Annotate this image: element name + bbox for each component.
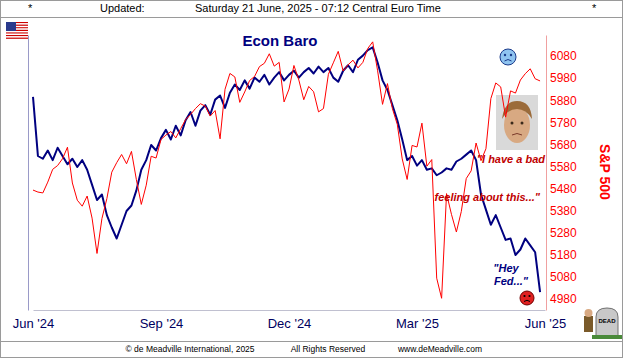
header-text: *: [592, 2, 597, 14]
x-tick: Jun '25: [525, 310, 567, 331]
y2-tick-label: 5780: [550, 116, 577, 130]
header-text: *: [28, 2, 33, 14]
y2-tick: 5280: [546, 226, 577, 240]
flag-canton: [6, 22, 16, 31]
header-rule: [0, 17, 623, 18]
footer-text: www.deMeadville.com: [397, 344, 482, 354]
annotation-text: feeling about this...": [435, 191, 541, 203]
face-circle: [520, 291, 534, 305]
header-text: Saturday 21 June, 2025 - 07:12 Central E…: [195, 2, 441, 14]
footer-rule: [0, 341, 623, 342]
x-tick-label: Sep '24: [140, 316, 184, 331]
x-tick: Mar '25: [396, 310, 439, 331]
y2-tick-label: 5080: [550, 270, 577, 284]
y2-tick-label: 5180: [550, 248, 577, 262]
flag-stripe: [6, 38, 28, 39]
flag-stripe: [6, 32, 28, 33]
y2-tick-label: 4980: [550, 292, 577, 306]
series-line: [33, 42, 540, 298]
y-axis-line: [28, 36, 29, 311]
face-mouth: [524, 300, 530, 301]
x-axis: Jun '24 Sep '24 Dec '24 Mar '25 Jun '25: [13, 310, 567, 331]
x-tick-label: Jun '25: [525, 316, 567, 331]
x-tick-label: Jun '24: [13, 316, 55, 331]
face-eye: [523, 295, 525, 297]
y2-tick: 4980: [546, 292, 577, 306]
flag-icon: [6, 22, 28, 40]
y2-axis-line: [546, 36, 547, 311]
plot-area: [33, 42, 540, 298]
chart-svg: * Updated: Saturday 21 June, 2025 - 07:12 …: [0, 0, 623, 358]
y2-tick: 5180: [546, 248, 577, 262]
y2-tick-label: 5380: [550, 204, 577, 218]
y2-tick: 5380: [546, 204, 577, 218]
chart-title: Econ Baro: [242, 32, 317, 49]
y2-tick-label: 5480: [550, 182, 577, 196]
footer-text: © de Meadville International, 2025: [125, 344, 254, 354]
y2-tick: 5480: [546, 182, 577, 196]
x-tick: Sep '24: [140, 310, 184, 331]
annotation-text: "I have a bad: [477, 153, 545, 165]
y2-tick-label: 5580: [550, 160, 577, 174]
annotation-text: Fed...": [494, 275, 529, 287]
y2-tick: 6080: [546, 49, 577, 63]
red-face-icon: [520, 291, 534, 305]
tombstone-text: DEAD: [598, 318, 616, 324]
y2-tick-label: 5680: [550, 138, 577, 152]
face-eye: [528, 295, 530, 297]
y2-tick: 5680: [546, 138, 577, 152]
face-eye: [504, 54, 506, 56]
chart-container: * Updated: Saturday 21 June, 2025 - 07:12 …: [0, 0, 623, 358]
figure-body: [584, 316, 593, 332]
y2-tick: 5780: [546, 116, 577, 130]
portrait-eye: [511, 122, 514, 125]
y2-tick: 5880: [546, 94, 577, 108]
x-tick: Dec '24: [268, 310, 312, 331]
tombstone-shape: [596, 308, 618, 336]
flag-stripe: [6, 34, 28, 35]
header-text: Updated:: [100, 2, 145, 14]
background: [0, 0, 623, 358]
y2-tick: 5980: [546, 71, 577, 85]
y2-tick-label: 5280: [550, 226, 577, 240]
portrait-eye: [521, 122, 524, 125]
x-tick-label: Mar '25: [396, 316, 439, 331]
y2-tick-label: 6080: [550, 49, 577, 63]
y2-axis: 4980 5080 5180 5280 5380 5480 5580 5680 5780 5880…: [546, 36, 577, 311]
y2-axis-title: S&P 500: [597, 144, 613, 200]
tombstone-icon: [596, 308, 618, 336]
y-axis: [28, 36, 29, 311]
annotation-text: "Hey: [493, 262, 519, 274]
figure-icon: [584, 309, 593, 332]
x-axis-line: [34, 310, 546, 311]
footer-text: All Rights Reserved: [291, 344, 366, 354]
y2-tick-label: 5880: [550, 94, 577, 108]
face-circle: [500, 49, 516, 65]
outer-frame: [1, 1, 623, 358]
y2-tick: 5080: [546, 270, 577, 284]
portrait-icon: [496, 95, 538, 150]
y2-tick: 5580: [546, 160, 577, 174]
flag-stripe: [6, 35, 28, 36]
x-tick-label: Dec '24: [268, 316, 312, 331]
figure-head: [585, 309, 593, 317]
face-mouth: [505, 60, 512, 62]
portrait-face: [504, 107, 530, 143]
portrait-mouth: [512, 134, 522, 136]
series-line: [33, 47, 540, 292]
flag-stripe: [6, 31, 28, 32]
grass: [592, 335, 622, 339]
y2-tick-label: 5980: [550, 71, 577, 85]
face-eye: [510, 54, 512, 56]
flag-stripe: [6, 39, 28, 40]
portrait-bg: [496, 95, 538, 150]
x-tick: Jun '24: [13, 310, 55, 331]
sad-face-icon: [500, 49, 516, 65]
flag-stripe: [6, 36, 28, 37]
